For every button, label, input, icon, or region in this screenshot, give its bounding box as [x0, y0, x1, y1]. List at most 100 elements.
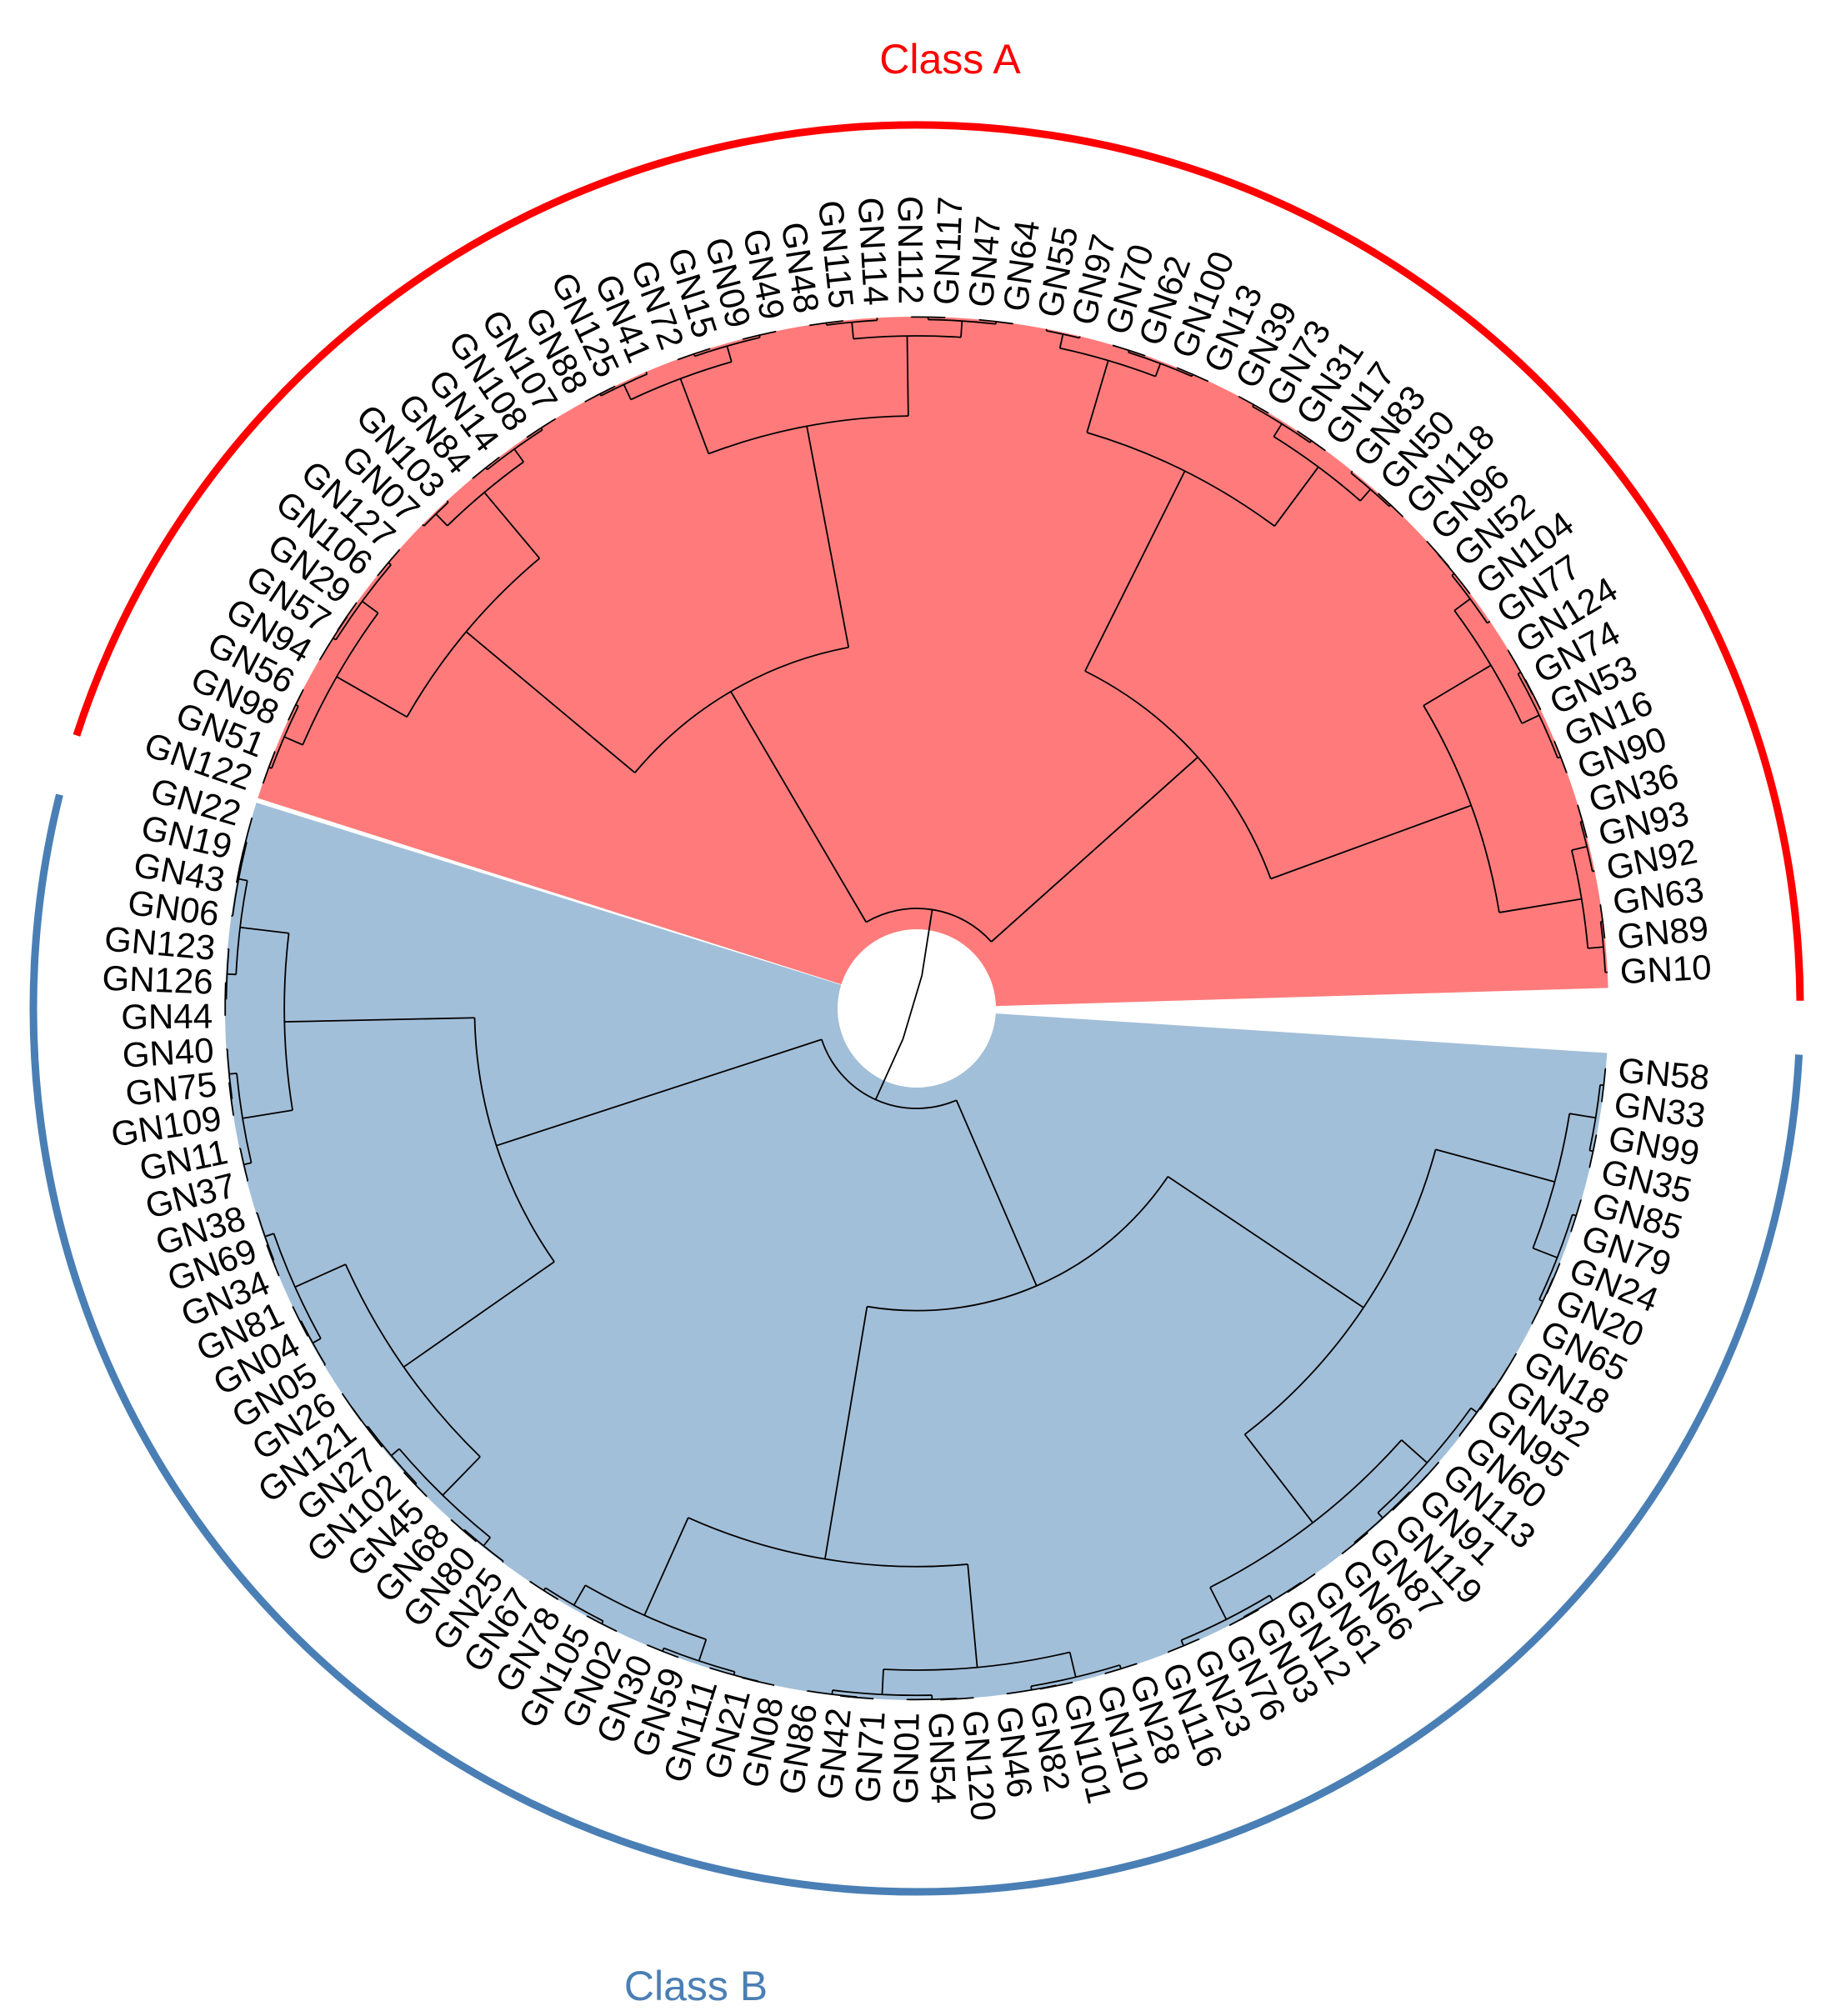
branch-segment [1498, 898, 1582, 913]
branch-segment [1580, 820, 1583, 823]
branch-arc [403, 1472, 428, 1498]
branch-arc [1112, 344, 1146, 357]
branch-segment [1435, 1148, 1555, 1183]
branch-segment [442, 1456, 481, 1496]
leaf-label: GN120 [955, 1708, 1003, 1822]
branch-segment [496, 1038, 823, 1147]
leaf-label: GN01 [886, 1713, 927, 1804]
class-b-wedge [225, 803, 1608, 1700]
branch-arc [928, 318, 996, 325]
class-rings [29, 121, 1804, 1896]
branch-segment [955, 1099, 1038, 1287]
leaf-label: GN126 [102, 958, 214, 1002]
branch-segment [1359, 488, 1372, 502]
branch-segment [243, 1162, 252, 1166]
branch-arc [377, 548, 401, 577]
leaf-label: GN40 [122, 1030, 215, 1074]
branch-segment [874, 1038, 904, 1100]
branch-segment [693, 353, 696, 357]
branch-segment [284, 1017, 475, 1023]
branch-segment [1154, 363, 1162, 377]
branch-segment [485, 467, 488, 470]
branch-arc [1588, 1134, 1598, 1168]
leaf-label: GN58 [1617, 1050, 1711, 1097]
branch-segment [831, 1689, 833, 1695]
branch-segment [238, 878, 248, 882]
branch-arc [584, 385, 616, 403]
branch-segment [1273, 466, 1319, 527]
branch-segment [1388, 504, 1392, 508]
branch-segment [1470, 1407, 1478, 1413]
leaf-label: GN75 [123, 1064, 218, 1113]
branch-segment [730, 691, 868, 923]
branch-segment [239, 926, 289, 934]
leaf-label: GN123 [103, 919, 218, 968]
branch-segment [1309, 440, 1313, 443]
branch-arc [423, 502, 449, 527]
branch-segment [483, 492, 541, 559]
branch-arc [300, 1320, 327, 1365]
leaf-label: GN71 [848, 1710, 893, 1803]
leaf-label: GN112 [891, 196, 931, 304]
branch-segment [1068, 1652, 1077, 1678]
branch-segment [1533, 1247, 1558, 1258]
branch-arc [319, 616, 348, 661]
branch-segment [414, 1483, 418, 1485]
branch-arc [1228, 1608, 1259, 1627]
branch-segment [1273, 423, 1283, 438]
branch-segment [312, 1338, 322, 1344]
branch-arc [1571, 849, 1589, 948]
branch-arc [663, 1647, 735, 1673]
leaf-label: GN47 [961, 214, 1008, 309]
branch-segment [960, 321, 963, 338]
branch-segment [1058, 333, 1064, 348]
branch-segment [1270, 804, 1472, 880]
branch-arc [292, 1306, 309, 1337]
branch-arc [1273, 436, 1361, 502]
branch-segment [921, 909, 933, 976]
branch-segment [540, 428, 543, 431]
branch-arc [487, 429, 543, 471]
branch-arc [807, 1689, 858, 1698]
branch-arc [1084, 670, 1272, 879]
leaf-label: GN89 [1615, 908, 1710, 957]
branch-segment [806, 426, 850, 648]
branch-segment [1078, 336, 1081, 338]
branch-segment [227, 973, 237, 976]
branch-segment [1377, 1512, 1383, 1519]
branch-arc [708, 415, 908, 455]
class-a-ring [73, 121, 1804, 1001]
branch-arc [271, 705, 299, 769]
branch-arc [1341, 1532, 1368, 1555]
branch-arc [545, 1587, 604, 1622]
leaf-labels: GN10GN89GN63GN92GN93GN36GN90GN16GN53GN74… [102, 196, 1713, 1823]
branch-segment [967, 1563, 978, 1668]
branch-arc [367, 1425, 418, 1484]
branch-arc [694, 337, 760, 358]
branch-segment [1588, 946, 1604, 949]
branch-segment [264, 1233, 274, 1238]
branch-segment [1243, 1433, 1313, 1523]
branch-segment [1086, 360, 1109, 433]
branch-arc [273, 1233, 322, 1339]
branch-arc [1479, 1367, 1508, 1410]
branch-arc [529, 1580, 558, 1600]
leaf-label: GN10 [1619, 948, 1713, 992]
branch-segment [906, 336, 909, 417]
branch-segment [1493, 1388, 1495, 1390]
class-a-wedge [258, 317, 1608, 1008]
branch-segment [1084, 470, 1186, 672]
branch-arc [1532, 1113, 1571, 1249]
branch-segment [1401, 1439, 1428, 1463]
branch-arc [302, 613, 379, 746]
branch-arc [1378, 493, 1404, 518]
branch-segment [1458, 1434, 1461, 1438]
branch-arc [1599, 921, 1606, 973]
branch-segment [1191, 373, 1193, 377]
branch-arc [266, 1244, 280, 1277]
branch-arc [1600, 1068, 1607, 1103]
leaf-label: GN117 [926, 196, 969, 306]
branch-arc [647, 1643, 679, 1658]
branch-arc [1451, 574, 1488, 624]
